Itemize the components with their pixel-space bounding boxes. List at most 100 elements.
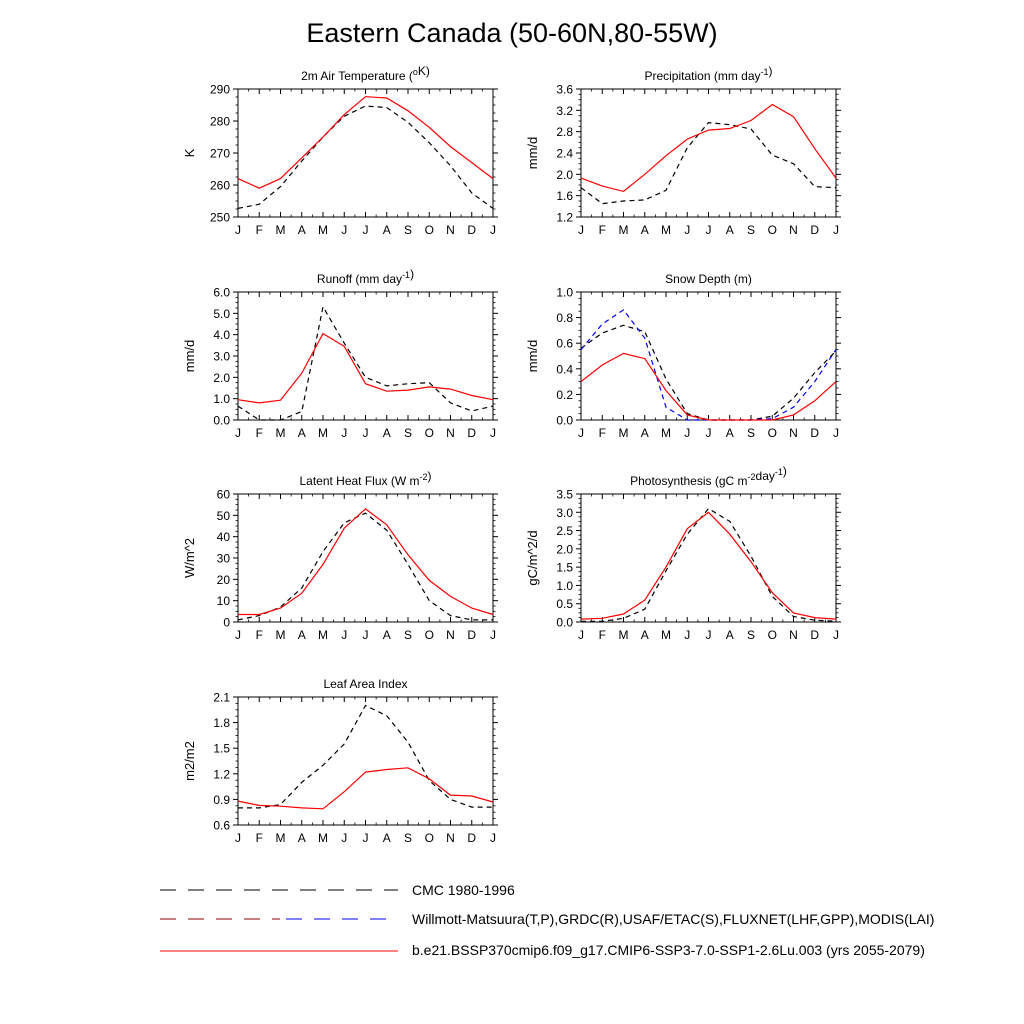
panel-1: J F M A M J J A S O N D J1.21.62.02.42.83.23.6mm/dPr… [525, 64, 841, 237]
x-tick-label: D [467, 831, 476, 845]
series-line-obs1 [238, 704, 493, 809]
x-tick-label: A [726, 426, 734, 440]
y-tick-label: 2.4 [556, 147, 573, 161]
y-tick-label: 1.5 [556, 561, 573, 575]
x-tick-label: N [446, 223, 455, 237]
series-line-obs1 [237, 512, 493, 621]
x-tick-label: O [425, 223, 434, 237]
x-tick-label: F [256, 223, 263, 237]
x-tick-label: S [404, 628, 412, 642]
x-tick-label: J [341, 426, 347, 440]
x-tick-label: J [363, 831, 369, 845]
y-tick-label: 40 [217, 530, 231, 544]
x-tick-label: J [490, 223, 496, 237]
x-tick-label: A [383, 223, 391, 237]
y-tick-label: 0.4 [556, 362, 573, 376]
plot-frame [580, 88, 837, 218]
y-tick-label: 2.0 [556, 168, 573, 182]
x-tick-label: J [578, 223, 584, 237]
y-tick-label: 2.1 [213, 691, 230, 705]
panel-title: 2m Air Temperature (oK) [301, 64, 430, 83]
x-tick-label: M [318, 426, 328, 440]
x-tick-label: D [810, 426, 819, 440]
series-line-model [580, 352, 837, 421]
x-tick-label: O [425, 831, 434, 845]
y-tick-label: 1.0 [556, 286, 573, 300]
series-line-model [580, 103, 837, 193]
legend-label-model: b.e21.BSSP370cmip6.f09_g17.CMIP6-SSP3-7.… [412, 942, 925, 958]
y-axis-label: K [182, 148, 197, 157]
x-tick-label: A [298, 223, 306, 237]
y-tick-label: 3.6 [556, 83, 573, 97]
x-tick-label: D [810, 628, 819, 642]
x-tick-label: O [768, 628, 777, 642]
x-tick-label: A [726, 628, 734, 642]
x-tick-label: O [768, 223, 777, 237]
x-tick-label: F [256, 628, 263, 642]
y-tick-label: 260 [210, 179, 230, 193]
x-tick-label: J [578, 426, 584, 440]
y-tick-label: 2.0 [213, 371, 230, 385]
series-line-model [237, 96, 494, 189]
x-tick-label: N [789, 426, 798, 440]
y-axis-label: mm/d [525, 137, 540, 170]
x-tick-label: N [789, 223, 798, 237]
x-tick-label: M [276, 426, 286, 440]
y-tick-label: 20 [217, 573, 231, 587]
y-tick-label: 2.5 [556, 524, 573, 538]
x-tick-label: M [318, 628, 328, 642]
y-tick-label: 5.0 [213, 307, 230, 321]
y-tick-label: 0.0 [213, 414, 230, 428]
x-tick-label: J [235, 628, 241, 642]
x-tick-label: J [490, 831, 496, 845]
panel-2: J F M A M J J A S O N D J0.01.02.03.04.05.06.0mm/dRu… [182, 267, 498, 440]
x-tick-label: A [383, 831, 391, 845]
series-line-model [238, 508, 494, 616]
x-tick-label: S [747, 223, 755, 237]
x-tick-label: A [298, 426, 306, 440]
y-tick-label: 3.2 [556, 104, 573, 118]
y-tick-label: 0 [223, 616, 230, 630]
y-tick-label: 0.6 [213, 819, 230, 833]
legend-label-cmc: CMC 1980-1996 [412, 882, 515, 898]
y-tick-label: 290 [210, 83, 230, 97]
y-tick-label: 0.8 [556, 311, 573, 325]
y-axis-label: W/m^2 [182, 538, 197, 578]
x-tick-label: J [490, 426, 496, 440]
y-tick-label: 270 [210, 147, 230, 161]
x-tick-label: N [446, 628, 455, 642]
panel-title: Precipitation (mm day-1) [644, 64, 772, 83]
series-line-obs1 [580, 324, 837, 421]
y-tick-label: 10 [217, 594, 231, 608]
x-tick-label: J [706, 628, 712, 642]
panel-5: J F M A M J J A S O N D J0.00.51.01.52.02.53.03.5gC/… [525, 464, 841, 642]
y-tick-label: 1.2 [556, 211, 573, 225]
x-tick-label: M [619, 223, 629, 237]
y-tick-label: 1.5 [213, 742, 230, 756]
x-tick-label: M [619, 628, 629, 642]
x-tick-label: D [467, 628, 476, 642]
x-tick-label: O [425, 426, 434, 440]
series-line-model [237, 767, 494, 810]
x-tick-label: J [363, 223, 369, 237]
y-tick-label: 280 [210, 115, 230, 129]
y-tick-label: 0.0 [556, 414, 573, 428]
x-tick-label: S [747, 628, 755, 642]
x-tick-label: M [276, 831, 286, 845]
x-tick-label: M [661, 628, 671, 642]
x-tick-label: N [446, 831, 455, 845]
x-tick-label: J [235, 831, 241, 845]
panel-title: Leaf Area Index [323, 677, 407, 691]
y-tick-label: 1.8 [213, 716, 230, 730]
x-tick-label: M [318, 223, 328, 237]
x-tick-label: J [341, 223, 347, 237]
x-tick-label: J [833, 628, 839, 642]
y-tick-label: 1.6 [556, 189, 573, 203]
x-tick-label: J [706, 426, 712, 440]
x-tick-label: N [446, 426, 455, 440]
series-line-obs1 [581, 507, 837, 622]
y-axis-label: mm/d [182, 340, 197, 373]
y-tick-label: 30 [217, 552, 231, 566]
x-tick-label: A [298, 831, 306, 845]
